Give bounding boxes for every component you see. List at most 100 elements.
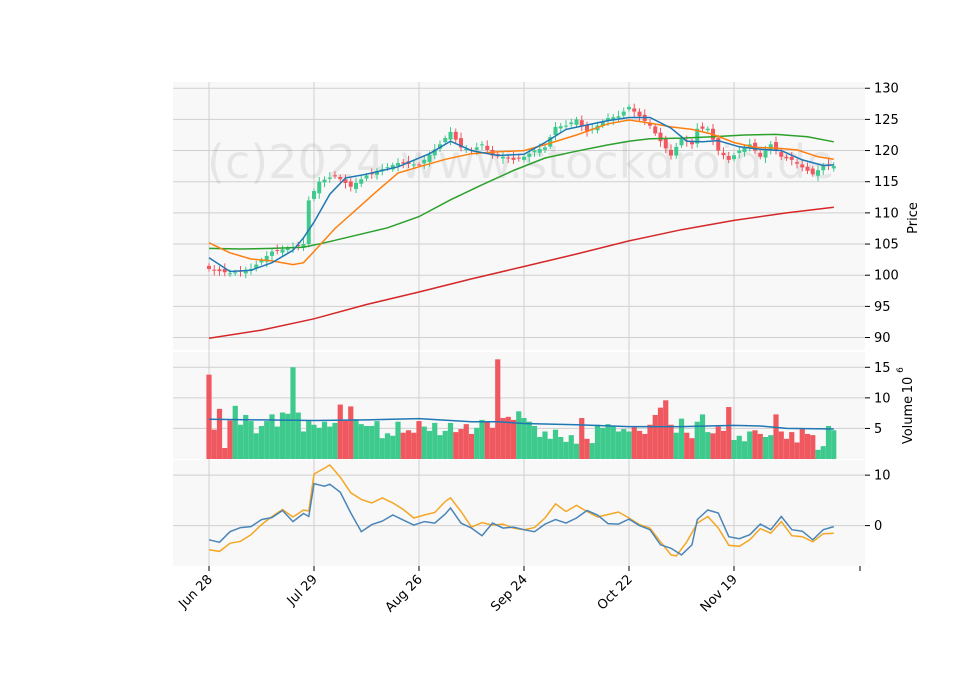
volume-bar: [542, 431, 548, 459]
volume-bar: [736, 435, 742, 459]
candle-body: [511, 157, 516, 160]
candle-body: [789, 156, 794, 160]
candle-body: [212, 269, 217, 271]
osc-y-tick-label: 0: [874, 519, 882, 534]
volume-bar: [815, 449, 821, 459]
candle-body: [795, 162, 799, 164]
ma-red-line: [208, 206, 834, 339]
volume-bar: [747, 431, 753, 459]
volume-bar: [264, 421, 270, 459]
volume-bar: [820, 446, 826, 459]
candle-body: [732, 155, 736, 160]
volume-bar: [489, 427, 496, 459]
candle-body: [695, 128, 700, 144]
volume-bar: [416, 421, 422, 459]
x-tick-label: Nov 19: [698, 572, 741, 615]
candle-body: [417, 164, 421, 166]
volume-bar: [237, 424, 244, 459]
volume-bar: [652, 414, 658, 459]
volume-bar: [668, 424, 674, 459]
volume-bar: [657, 407, 664, 459]
volume-bar: [437, 435, 443, 459]
candle-body: [548, 137, 553, 147]
volume-ma-line: [208, 417, 834, 430]
volume-bar: [495, 359, 501, 459]
candle-body: [453, 131, 458, 140]
candle-body: [243, 270, 248, 274]
price-y-tick-label: 125: [874, 113, 899, 128]
price-y-tick-label: 120: [874, 144, 899, 159]
candle-body: [459, 138, 463, 148]
volume-bar: [726, 407, 732, 459]
candle-body: [222, 268, 227, 273]
candle-body: [396, 163, 400, 166]
candle-body: [816, 170, 820, 176]
volume-bar: [526, 421, 532, 459]
volume-bar: [678, 418, 685, 459]
candle-body: [338, 176, 343, 180]
candle-body: [301, 244, 306, 248]
candle-body: [385, 167, 390, 169]
candle-body: [774, 142, 778, 151]
candle-body: [721, 152, 726, 156]
candle-body: [480, 144, 484, 146]
volume-bar: [248, 421, 254, 459]
candle-body: [621, 111, 626, 116]
volume-bar: [379, 438, 385, 459]
volume-bar: [600, 427, 606, 459]
volume-bar: [384, 433, 391, 459]
volume-bar: [615, 431, 622, 459]
candle-body: [532, 150, 537, 153]
price-axis-label: Price: [906, 202, 921, 234]
candle-body: [506, 157, 511, 159]
volume-bar: [794, 442, 800, 459]
volume-bar: [621, 429, 627, 459]
candle-body: [669, 149, 673, 156]
volume-bar: [458, 429, 464, 459]
volume-axis-exponent: 6: [896, 367, 906, 373]
volume-bar: [216, 408, 223, 459]
price-y-tick-label: 95: [874, 300, 891, 315]
volume-bar: [699, 414, 706, 459]
volume-bar: [500, 418, 506, 459]
candle-body: [742, 147, 747, 153]
volume-bar: [374, 421, 380, 459]
volume-bar: [421, 426, 427, 459]
volume-bar: [363, 425, 370, 459]
candle-body: [648, 123, 652, 126]
price-panel: [173, 82, 865, 350]
candle-body: [474, 147, 479, 150]
candle-body: [411, 164, 416, 166]
candle-body: [327, 177, 332, 179]
vol-y-tick-label: 15: [874, 361, 891, 376]
candle-body: [821, 166, 826, 171]
x-tick-label: Sep 24: [488, 572, 531, 615]
candle-body: [653, 126, 658, 134]
candle-body: [369, 173, 374, 175]
volume-bar: [804, 433, 811, 459]
volume-bar: [631, 427, 637, 459]
candle-body: [401, 162, 406, 164]
candle-body: [579, 120, 584, 126]
candle-body: [632, 108, 637, 112]
vol-y-tick-label: 10: [874, 391, 891, 406]
x-tick-label: Aug 26: [383, 572, 426, 615]
candle-body: [611, 117, 616, 121]
volume-bar: [752, 430, 758, 459]
candle-body: [348, 181, 353, 187]
volume-bar: [579, 418, 585, 459]
price-moving-averages-long: [208, 206, 834, 339]
candle-body: [280, 249, 285, 253]
volume-moving-average: [208, 417, 834, 430]
volume-bar: [358, 424, 364, 459]
price-y-tick-label: 105: [874, 238, 899, 253]
volume-bar: [768, 435, 774, 459]
volume-bar: [316, 427, 322, 459]
candle-body: [432, 149, 437, 156]
volume-bar: [626, 431, 632, 459]
volume-bar: [253, 433, 259, 459]
volume-bar: [479, 419, 485, 459]
volume-bar: [300, 431, 307, 459]
volume-bar: [778, 431, 784, 459]
volume-bar: [563, 441, 569, 459]
